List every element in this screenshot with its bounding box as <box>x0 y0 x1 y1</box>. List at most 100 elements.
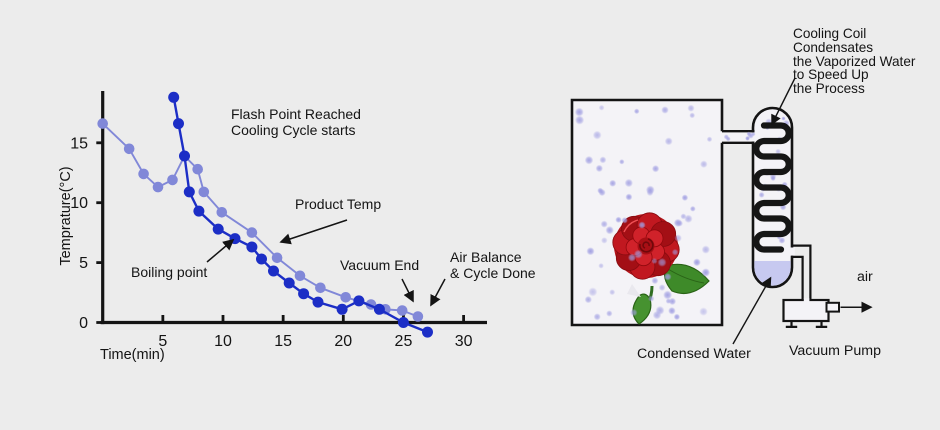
series-point-product-temp <box>412 311 424 322</box>
vapor-dot <box>621 217 628 224</box>
rose-illustration <box>612 212 710 325</box>
series-point-product-temp <box>246 227 258 238</box>
series-point-product-temp <box>167 174 178 186</box>
rose-swirl <box>639 238 654 253</box>
series-point-shelf-temp <box>283 277 295 289</box>
vapor-dot <box>619 159 625 165</box>
annotation-product-temp: Product Temp <box>295 196 382 212</box>
vapor-dot <box>624 178 633 188</box>
vapor-dot <box>651 165 660 173</box>
vapor-dot <box>651 257 658 265</box>
vacuum-pump-body <box>782 298 830 323</box>
vapor-dot <box>758 191 765 198</box>
vapor-dot <box>663 290 673 300</box>
y-tick-label: 10 <box>70 195 88 212</box>
vapor-dot <box>684 214 693 223</box>
vapor-dot <box>775 148 781 155</box>
annotation-arrow-vacuum-end <box>401 278 414 303</box>
vapor-dot <box>706 136 713 143</box>
vapor-dot <box>584 295 592 304</box>
vapor-duct-fill <box>720 132 755 142</box>
series-point-shelf-temp <box>373 303 385 315</box>
vapor-dot <box>689 112 696 119</box>
rose-bloom <box>612 212 680 280</box>
vapor-dot <box>593 313 601 321</box>
annotation-boiling-point: Boiling point <box>131 264 208 280</box>
vapor-dot <box>725 136 731 142</box>
condensed-water-label: Condensed Water <box>637 346 751 362</box>
series-point-shelf-temp <box>268 265 279 277</box>
chart-plot-area: 5 10 15 20 25 30 0 5 10 15 <box>70 91 473 350</box>
series-point-product-temp <box>216 207 228 218</box>
series-point-shelf-temp <box>168 91 180 103</box>
x-axis-title: Time(min) <box>100 347 165 363</box>
vapor-dot <box>609 289 616 296</box>
vapor-dot <box>747 132 754 139</box>
vapor-dots-chamber <box>574 104 756 321</box>
series-point-product-temp <box>123 143 135 155</box>
condensed-water-pointer <box>732 276 772 345</box>
series-point-product-temp <box>97 118 108 129</box>
pump-pipe-inner <box>791 255 804 301</box>
vapor-dot <box>687 104 695 112</box>
vapor-dot <box>625 193 633 201</box>
x-tick-label: 10 <box>214 333 232 350</box>
annotation-vacuum-end: Vacuum End <box>340 257 420 273</box>
series-point-product-temp <box>198 186 210 198</box>
pump-legs <box>785 321 828 328</box>
series-point-shelf-temp <box>312 296 324 308</box>
vapor-dot <box>781 116 786 121</box>
annotation-arrows <box>206 219 446 307</box>
vapor-dot <box>588 287 598 297</box>
series-point-shelf-temp <box>183 186 195 198</box>
vapor-dot <box>633 249 643 259</box>
freeze-dryer-diagram <box>570 77 873 345</box>
series-point-product-temp <box>271 252 283 264</box>
series-point-shelf-temp <box>422 326 433 338</box>
annotation-air-balance: Air Balance & Cycle Done <box>450 249 536 282</box>
vapor-dot <box>668 307 676 315</box>
vapor-dot <box>693 258 701 267</box>
x-tick-label: 30 <box>455 333 473 350</box>
series-point-shelf-temp <box>397 317 409 328</box>
vapor-dot <box>595 164 603 173</box>
rose-highlight <box>623 219 639 233</box>
vapor-dot <box>652 310 662 320</box>
series-point-product-temp <box>396 305 408 316</box>
y-axis-title: Temprature(°C) <box>58 166 74 266</box>
series-point-product-temp <box>294 270 306 282</box>
annotation-arrow-air-balance <box>430 278 446 307</box>
annotation-arrow-product-temp <box>279 219 348 245</box>
vapor-dot <box>584 155 594 165</box>
vapor-dot <box>673 313 681 321</box>
series-point-shelf-temp <box>246 241 258 253</box>
vapor-dot <box>609 179 617 187</box>
series-line-product-temp <box>102 122 419 318</box>
vapor-dot <box>574 107 584 117</box>
vapor-dot <box>663 273 672 281</box>
series-point-product-temp <box>192 163 203 175</box>
series-point-shelf-temp <box>179 150 190 162</box>
vapor-dot <box>630 308 638 317</box>
vapor-dot <box>701 268 711 277</box>
x-tick-label: 20 <box>334 333 352 350</box>
air-label: air <box>857 269 873 285</box>
y-tick-label: 0 <box>79 315 88 332</box>
series-point-shelf-temp <box>256 253 267 265</box>
vapor-dot <box>701 245 710 254</box>
vapor-dot <box>770 175 776 181</box>
rose-sepal <box>627 284 641 297</box>
pump-outlet-nozzle <box>825 301 840 313</box>
vapor-dot <box>606 310 613 317</box>
vapor-dot <box>645 185 655 195</box>
vacuum-chamber-outline <box>570 98 724 327</box>
vapor-dot <box>633 108 640 115</box>
vapor-dot <box>689 205 696 212</box>
x-tick-label: 5 <box>158 333 167 350</box>
rose-leaf-right-vein <box>667 268 705 284</box>
annotation-arrow-boiling-point <box>206 238 235 263</box>
y-tick-label: 5 <box>79 255 88 272</box>
vapor-dot <box>676 220 684 227</box>
pump-inlet-gap <box>803 298 810 302</box>
